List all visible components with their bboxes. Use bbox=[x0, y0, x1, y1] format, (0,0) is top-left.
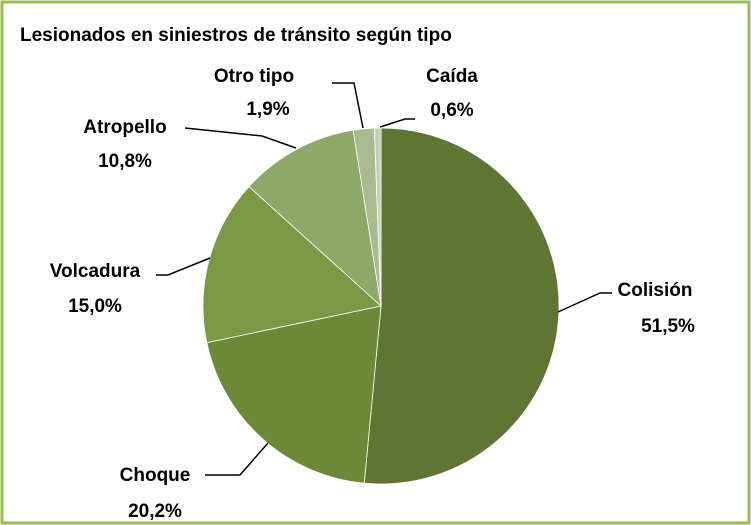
pie-slice bbox=[363, 127, 560, 485]
pie-slice bbox=[202, 186, 382, 344]
slice-value: 1,9% bbox=[246, 99, 289, 120]
slice-label: Caída bbox=[426, 66, 478, 87]
slice-label: Colisión bbox=[618, 280, 693, 301]
leader-line bbox=[156, 257, 211, 276]
pie-slice bbox=[248, 129, 382, 308]
pie-slice bbox=[373, 127, 382, 307]
slice-value: 20,2% bbox=[128, 501, 182, 522]
leader-line bbox=[557, 292, 612, 313]
slice-value: 51,5% bbox=[641, 316, 695, 337]
leader-line bbox=[184, 127, 297, 149]
slice-label: Choque bbox=[120, 465, 191, 486]
slice-label: Atropello bbox=[83, 117, 166, 138]
chart-title: Lesionados en siniestros de tránsito seg… bbox=[20, 25, 452, 46]
leader-line bbox=[332, 82, 364, 129]
slice-value: 0,6% bbox=[430, 100, 473, 121]
slice-value: 15,0% bbox=[68, 296, 122, 317]
slice-label: Otro tipo bbox=[214, 66, 294, 87]
slice-value: 10,8% bbox=[98, 151, 152, 172]
leader-line bbox=[379, 118, 415, 128]
pie-slice bbox=[206, 305, 382, 484]
slice-label: Volcadura bbox=[50, 261, 141, 282]
leader-line bbox=[205, 442, 269, 476]
